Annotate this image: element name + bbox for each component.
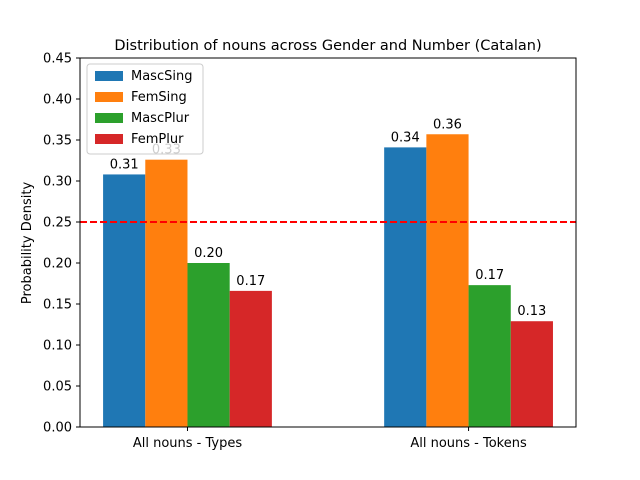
y-tick-label: 0.05 [43, 380, 72, 395]
bar-mascsing [384, 147, 427, 427]
legend-swatch [95, 71, 123, 81]
y-axis-label: Probability Density [20, 182, 35, 305]
x-tick-label: All nouns - Tokens [410, 436, 527, 451]
bar-mascplur [187, 263, 230, 427]
legend-label: MascSing [131, 69, 192, 84]
y-tick-label: 0.20 [43, 257, 72, 272]
bar-mascsing [103, 174, 146, 427]
legend-box [86, 63, 204, 155]
y-tick-label: 0.35 [43, 134, 72, 149]
bar-value-label: 0.34 [391, 130, 420, 145]
bar-value-label: 0.31 [110, 157, 139, 172]
plot-frame [79, 57, 577, 428]
y-tick-label: 0.40 [43, 93, 72, 108]
legend-swatch [95, 113, 123, 123]
y-axis-ticks: 0.00 0.05 0.10 0.15 0.20 0.25 0.30 0.35 0.40 0.45 [43, 52, 80, 436]
bar-femsing [426, 134, 469, 427]
y-tick-label: 0.25 [43, 216, 72, 231]
bar-value-label: 0.13 [517, 304, 546, 319]
bar-value-label: 0.36 [433, 117, 462, 132]
bar-value-label: 0.20 [194, 246, 223, 261]
chart-title: Distribution of nouns across Gender and … [114, 38, 541, 54]
bar-femplur [510, 321, 553, 427]
bar-femsing [145, 159, 188, 427]
y-tick-label: 0.30 [43, 175, 72, 190]
bar-value-label: 0.17 [236, 274, 265, 289]
y-tick-label: 0.15 [43, 298, 72, 313]
bar-value-label: 0.17 [475, 268, 504, 283]
legend-swatch [95, 92, 123, 102]
bars [103, 134, 553, 427]
legend-label: FemSing [131, 90, 187, 105]
legend: MascSing FemSing MascPlur FemPlur [86, 63, 204, 155]
legend-label: MascPlur [131, 111, 190, 126]
x-axis-ticks: All nouns - Types All nouns - Tokens [133, 427, 527, 451]
y-tick-label: 0.00 [43, 421, 72, 436]
bar-femplur [229, 290, 272, 427]
x-tick-label: All nouns - Types [133, 436, 243, 451]
legend-swatch [95, 134, 123, 144]
y-tick-label: 0.45 [43, 52, 72, 67]
y-tick-label: 0.10 [43, 339, 72, 354]
bar-mascplur [468, 285, 511, 427]
legend-label: FemPlur [131, 132, 184, 147]
